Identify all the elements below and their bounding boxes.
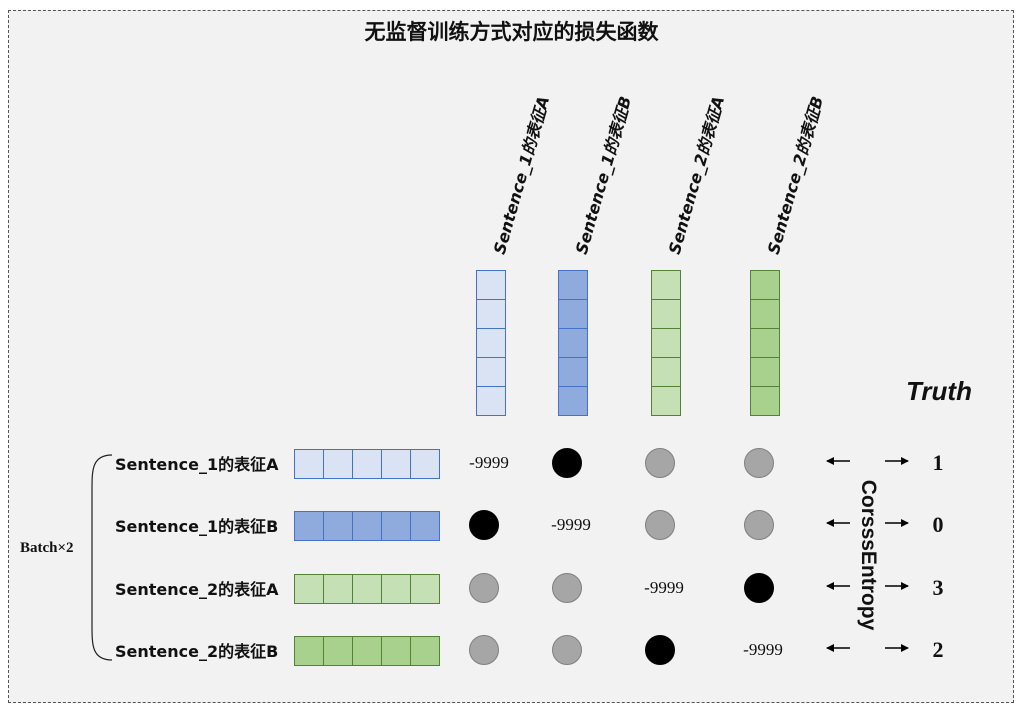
row-vector-cell (381, 448, 411, 479)
row-vector-cell (294, 448, 324, 479)
truth-value: 0 (932, 512, 944, 537)
masked-value: -9999 (743, 640, 783, 659)
column-vector-cell (749, 386, 780, 416)
column-vector-cell (749, 299, 780, 329)
column-vector-cell (475, 357, 506, 387)
negative-pair-dot (552, 573, 582, 603)
masked-value: -9999 (469, 453, 509, 472)
row-vector-cell (323, 573, 353, 604)
row-vector-cell (323, 448, 353, 479)
row-vector-cell (352, 573, 382, 604)
negative-pair-dot (469, 635, 499, 665)
row-label: Sentence_2的表征B (115, 642, 279, 661)
column-vector-cell (650, 328, 681, 358)
negative-pair-dot (645, 510, 675, 540)
column-vector-cell (650, 357, 681, 387)
column-vector-cell (475, 386, 506, 416)
negative-pair-dot (645, 448, 675, 478)
row-vector-cell (352, 448, 382, 479)
column-vector-cell (749, 357, 780, 387)
truth-value: 2 (932, 637, 944, 662)
diagram-frame (8, 10, 1014, 703)
column-vector-cell (749, 328, 780, 358)
positive-pair-dot (645, 635, 675, 665)
masked-value: -9999 (644, 578, 684, 597)
negative-pair-dot (744, 448, 774, 478)
truth-label: Truth (906, 376, 972, 406)
row-label: Sentence_1的表征A (115, 455, 279, 474)
row-vector-cell (323, 635, 353, 666)
column-vector-cell (749, 270, 780, 300)
positive-pair-dot (744, 573, 774, 603)
row-vector-cell (323, 510, 353, 541)
positive-pair-dot (552, 448, 582, 478)
batch-label: Batch×2 (20, 540, 74, 556)
row-vector-cell (410, 448, 440, 479)
row-vector-cell (294, 635, 324, 666)
column-vector-cell (650, 386, 681, 416)
diagram-title: 无监督训练方式对应的损失函数 (364, 20, 659, 44)
column-vector-cell (475, 299, 506, 329)
negative-pair-dot (552, 635, 582, 665)
positive-pair-dot (469, 510, 499, 540)
column-vector-cell (650, 270, 681, 300)
column-vector-cell (557, 357, 588, 387)
column-vector-cell (557, 299, 588, 329)
batch-brace (91, 454, 113, 661)
column-vector-cell (557, 386, 588, 416)
column-vector-cell (475, 270, 506, 300)
row-vector-cell (294, 510, 324, 541)
column-vector-cell (475, 328, 506, 358)
row-label: Sentence_2的表征A (115, 580, 279, 599)
negative-pair-dot (744, 510, 774, 540)
truth-value: 3 (932, 575, 944, 600)
row-vector-cell (410, 510, 440, 541)
row-label: Sentence_1的表征B (115, 517, 279, 536)
column-vector-cell (650, 299, 681, 329)
loss-label: CorsssEntropy (857, 479, 880, 631)
row-vector-cell (352, 510, 382, 541)
masked-value: -9999 (551, 515, 591, 534)
negative-pair-dot (469, 573, 499, 603)
loss-arrows (826, 457, 909, 652)
column-vector-cell (557, 270, 588, 300)
truth-value: 1 (932, 450, 944, 475)
row-vector-cell (410, 573, 440, 604)
row-vector-cell (381, 573, 411, 604)
row-vector-cell (352, 635, 382, 666)
row-vector-cell (381, 510, 411, 541)
row-vector-cell (410, 635, 440, 666)
row-vector-cell (381, 635, 411, 666)
column-vector-cell (557, 328, 588, 358)
row-vector-cell (294, 573, 324, 604)
